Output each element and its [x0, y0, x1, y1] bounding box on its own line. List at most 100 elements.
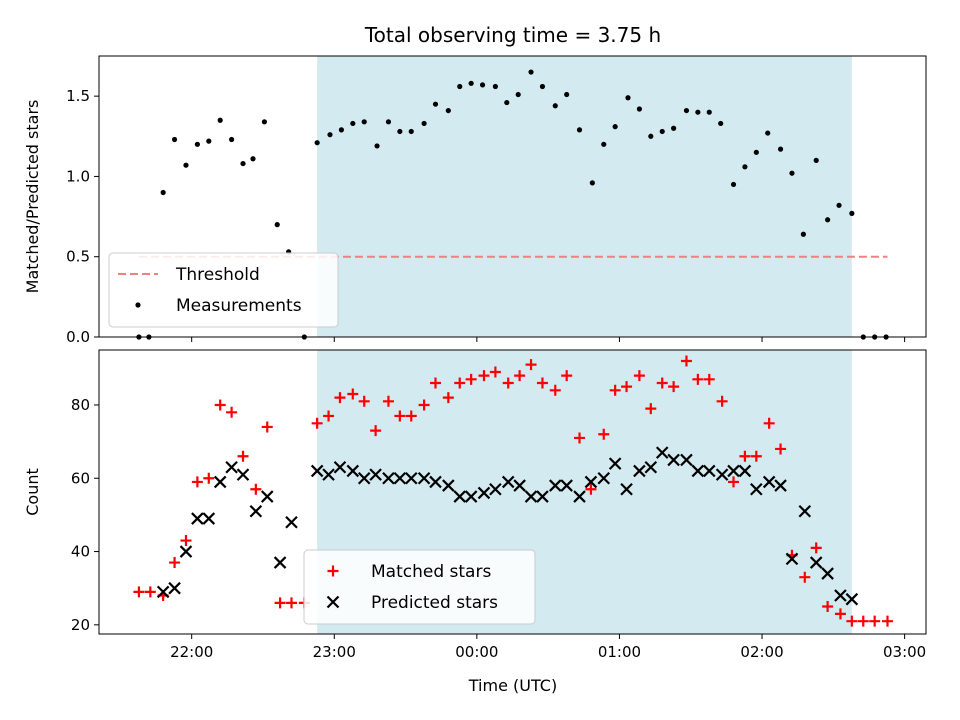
matched-stars-point: [846, 615, 858, 627]
matched-stars-point: [763, 417, 775, 429]
bottom-panel-y-label: Count: [23, 468, 42, 516]
measurements-point: [217, 117, 223, 123]
predicted-stars-point: [834, 589, 847, 602]
x-tick-label: 23:00: [313, 643, 356, 661]
matched-stars-point: [454, 377, 466, 389]
matched-stars-point: [311, 417, 323, 429]
measurements-point: [374, 143, 380, 149]
measurements-point: [194, 141, 200, 147]
predicted-stars-point: [382, 471, 395, 485]
y-tick-label: 1.0: [66, 167, 90, 185]
measurements-point: [457, 83, 463, 90]
y-tick-label: 20: [71, 616, 90, 634]
chart-title: Total observing time = 3.75 h: [364, 23, 661, 47]
matched-stars-point: [214, 399, 226, 411]
predicted-stars-point: [393, 471, 407, 485]
predicted-stars-point: [156, 585, 170, 599]
measurements-point: [659, 128, 665, 135]
predicted-stars-point: [727, 464, 740, 478]
predicted-stars-point: [620, 482, 633, 496]
measurements-point: [171, 136, 178, 143]
measurements-point: [421, 120, 427, 127]
x-axis-label: Time (UTC): [468, 676, 557, 695]
measurements-point: [250, 156, 256, 162]
measurements-point: [718, 120, 724, 127]
matched-stars-point: [561, 370, 573, 382]
measurements-point: [612, 124, 618, 130]
matched-stars-point: [799, 571, 811, 583]
predicted-stars-point: [821, 567, 834, 580]
measurements-point: [765, 130, 771, 136]
measurements-point: [385, 119, 392, 125]
matched-stars-point: [347, 388, 359, 400]
measurements-point: [240, 160, 246, 167]
observing-window-shade: [317, 56, 852, 337]
measurements-point: [836, 202, 842, 208]
matched-stars-point: [370, 425, 382, 437]
top-panel-legend: Threshold Measurements: [108, 252, 339, 328]
matched-stars-point: [226, 406, 238, 418]
matched-stars-point: [536, 377, 548, 389]
bottom-panel-legend: Matched stars Predicted stars: [303, 549, 536, 625]
predicted-stars-point: [225, 460, 238, 474]
matched-stars-point: [203, 472, 215, 484]
predicted-stars-point: [667, 453, 680, 467]
measurements-point: [730, 181, 737, 188]
matched-stars-point: [585, 483, 597, 495]
predicted-stars-point: [644, 460, 658, 474]
predicted-stars-point: [357, 471, 371, 485]
measurements-point: [515, 91, 521, 98]
measurements-point: [789, 170, 795, 176]
legend-label: Matched stars: [371, 562, 491, 582]
legend-box: [108, 252, 339, 328]
predicted-stars-point: [536, 490, 549, 503]
predicted-stars-point: [548, 479, 562, 492]
predicted-stars-point: [501, 475, 515, 489]
predicted-stars-point: [750, 482, 763, 496]
matched-stars-point: [465, 373, 477, 385]
predicted-stars-point: [560, 479, 573, 492]
top-panel-frame: [98, 55, 927, 338]
predicted-stars-point: [702, 464, 716, 478]
matched-stars-point: [668, 381, 680, 393]
measurements-point: [468, 80, 474, 86]
matched-stars-point: [775, 443, 787, 455]
predicted-stars-point: [179, 545, 193, 558]
measurements-point: [206, 138, 212, 144]
predicted-stars-point: [762, 475, 776, 489]
matched-stars-point: [680, 355, 692, 367]
measurements-point: [576, 127, 583, 133]
y-tick-label: 80: [71, 396, 90, 414]
matched-stars-point: [478, 370, 490, 382]
predicted-stars-point: [236, 468, 250, 481]
measurements-point: [849, 210, 855, 216]
predicted-stars-point: [655, 446, 669, 459]
matched-stars-point: [261, 421, 273, 433]
measurements-point: [350, 120, 356, 127]
predicted-stars-point: [513, 479, 526, 492]
matched-stars-point: [750, 450, 762, 462]
matched-stars-point: [502, 377, 514, 389]
predicted-stars-point: [785, 552, 799, 566]
measurements-point: [800, 231, 806, 237]
x-tick-label: 00:00: [455, 643, 498, 661]
matched-stars-point: [810, 542, 822, 554]
top-panel-y-label: Matched/Predicted stars: [23, 100, 42, 294]
matched-stars-point: [169, 557, 181, 569]
predicted-stars-point: [285, 515, 298, 529]
legend-box: [303, 549, 536, 625]
measurements-point: [338, 127, 344, 133]
predicted-stars-point: [453, 490, 467, 503]
measurements-point: [361, 119, 367, 125]
predicted-stars-point: [310, 464, 324, 478]
predicted-stars-point: [417, 471, 431, 485]
predicted-stars-point: [477, 486, 491, 500]
matched-stars-point: [525, 359, 537, 371]
matched-stars-point: [382, 395, 394, 407]
predicted-stars-point: [584, 475, 598, 489]
measurements-point: [695, 109, 701, 115]
measurements-point: [777, 146, 784, 152]
predicted-stars-point: [633, 464, 646, 478]
measurements-point: [445, 107, 451, 114]
matched-stars-point: [692, 373, 704, 385]
